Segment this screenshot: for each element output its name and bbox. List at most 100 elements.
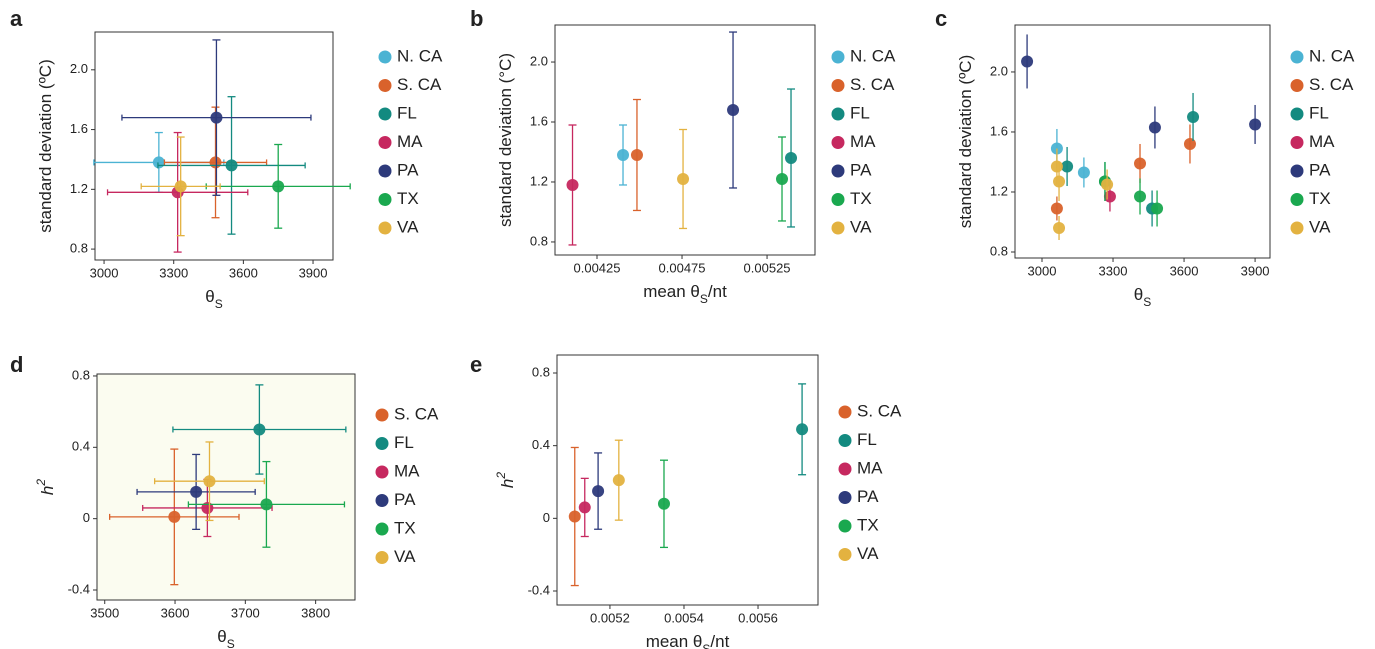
x-tick-label: 0.00425 (574, 260, 621, 275)
x-tick-label: 3600 (229, 265, 258, 280)
panel-label: c (935, 6, 947, 31)
point (1183, 137, 1196, 150)
legend-swatch (1290, 136, 1304, 149)
legend-label: FL (1309, 103, 1329, 122)
label-part: standard deviation (ºC) (36, 59, 55, 232)
point (1187, 110, 1200, 123)
y-tick-label: 2.0 (990, 63, 1008, 78)
point (796, 423, 809, 436)
legend-swatch (378, 107, 392, 121)
legend-label: N. CA (1309, 46, 1355, 65)
legend-label: PA (857, 487, 879, 506)
legend-label: S. CA (857, 401, 902, 420)
point (677, 172, 690, 185)
point (1151, 202, 1164, 215)
y-axis-label: standard deviation (ºC) (956, 55, 975, 228)
x-tick-label: 3000 (90, 265, 119, 280)
point (1050, 202, 1063, 215)
y-axis-label: h2 (494, 472, 517, 488)
legend-swatch (378, 193, 392, 206)
x-tick-label: 3000 (1028, 263, 1057, 278)
plot-area (554, 24, 816, 256)
y-tick-label: 0.8 (990, 243, 1008, 258)
x-tick-label: 3900 (299, 265, 328, 280)
y-axis-label: standard deviation (°C) (496, 53, 515, 227)
point (578, 501, 591, 514)
y-axis-label: standard deviation (ºC) (36, 59, 55, 232)
legend-swatch (831, 107, 845, 121)
point (152, 156, 165, 169)
legend-label: MA (850, 132, 876, 151)
y-tick-label: 0.8 (70, 241, 88, 256)
label-part: 2 (494, 472, 508, 480)
legend-label: MA (394, 461, 420, 480)
legend-label: TX (857, 515, 879, 534)
x-axis-label: mean θS/nt (643, 282, 727, 306)
legend-swatch (375, 437, 389, 450)
legend-swatch (378, 136, 392, 149)
point (174, 180, 187, 193)
label-part: S (227, 637, 235, 649)
legend-label: MA (397, 132, 423, 151)
legend-swatch (838, 491, 852, 504)
label-part: θ (217, 627, 226, 646)
plot-area (96, 373, 356, 601)
label-part: standard deviation (°C) (496, 53, 515, 227)
label-part: mean θ (646, 632, 703, 649)
point (203, 475, 216, 488)
y-tick-label: 1.2 (530, 173, 548, 188)
label-part: mean θ (643, 282, 700, 301)
y-tick-label: 0.4 (532, 437, 550, 452)
panel-label: b (470, 6, 483, 31)
point (1103, 190, 1116, 203)
y-tick-label: 0.4 (72, 439, 90, 454)
panel-label: e (470, 352, 482, 377)
x-axis-label: mean θS/nt (646, 632, 730, 649)
y-tick-label: 0.8 (530, 233, 548, 248)
legend-label: VA (857, 544, 879, 563)
legend-label: FL (850, 103, 870, 122)
legend-label: TX (397, 189, 419, 208)
point (1249, 118, 1262, 131)
legend-swatch (831, 193, 845, 206)
legend-swatch (378, 164, 392, 178)
y-tick-label: -0.4 (528, 582, 550, 597)
legend-swatch (375, 494, 389, 507)
y-tick-label: 0 (83, 510, 90, 525)
legend-swatch (378, 79, 392, 92)
legend-swatch (375, 408, 389, 422)
x-tick-label: 3700 (231, 605, 260, 620)
y-tick-label: 0 (543, 510, 550, 525)
legend-swatch (1290, 79, 1304, 92)
legend-label: MA (857, 458, 883, 477)
legend-swatch (375, 551, 389, 564)
x-tick-label: 3300 (159, 265, 188, 280)
legend-swatch (838, 434, 852, 447)
legend-label: S. CA (1309, 75, 1354, 94)
point (617, 148, 630, 161)
point (630, 148, 643, 161)
x-tick-label: 0.0052 (590, 610, 630, 625)
point (727, 104, 740, 117)
legend-label: N. CA (850, 46, 896, 65)
point (1101, 178, 1114, 191)
point (1134, 157, 1147, 170)
legend-label: TX (1309, 189, 1331, 208)
legend-label: S. CA (394, 404, 439, 423)
point (568, 510, 581, 523)
legend-swatch (838, 548, 852, 561)
legend-label: S. CA (397, 75, 442, 94)
x-tick-label: 0.0056 (738, 610, 778, 625)
legend-label: FL (397, 103, 417, 122)
legend-swatch (831, 50, 845, 64)
x-tick-label: 3500 (90, 605, 119, 620)
y-tick-label: 1.2 (70, 181, 88, 196)
legend-label: VA (1309, 217, 1331, 236)
x-tick-label: 0.0054 (664, 610, 704, 625)
legend-swatch (831, 79, 845, 92)
y-tick-label: 2.0 (530, 53, 548, 68)
legend-label: VA (397, 217, 419, 236)
legend-label: PA (397, 160, 419, 179)
legend-swatch (831, 136, 845, 149)
y-axis-label: h2 (34, 479, 57, 495)
